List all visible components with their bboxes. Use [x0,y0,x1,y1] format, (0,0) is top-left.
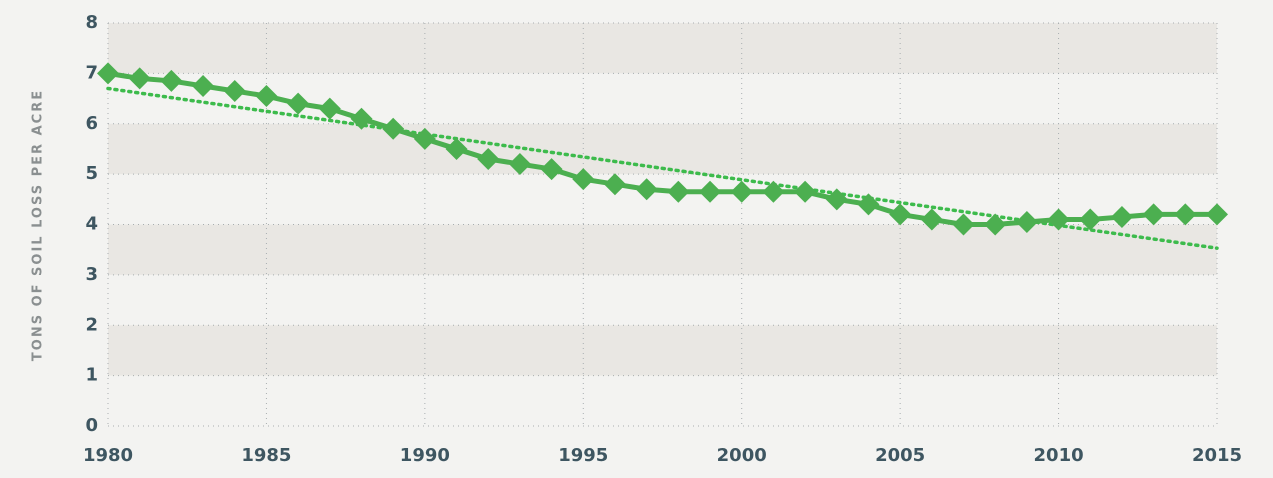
y-tick-label: 6 [85,113,98,134]
marker [857,193,880,216]
marker [223,80,246,103]
y-tick-label: 2 [85,314,98,335]
marker [1142,203,1165,226]
band [108,325,1217,376]
x-tick-label: 2015 [1192,445,1242,466]
y-tick-label: 4 [85,214,98,235]
band [108,224,1217,275]
x-tick-label: 1990 [400,445,450,466]
marker [825,188,848,211]
marker [1015,210,1038,233]
y-tick-label: 0 [85,415,98,436]
marker [128,67,151,90]
marker [572,168,595,191]
x-tick-label: 2000 [717,445,767,466]
x-tick-label: 1985 [241,445,291,466]
marker [255,85,278,108]
marker [667,180,690,203]
marker [1174,203,1197,226]
marker [540,158,563,181]
band [108,123,1217,175]
marker [699,180,722,203]
marker [1047,208,1070,231]
marker [920,208,943,231]
marker [1206,203,1228,226]
y-tick-label: 7 [85,62,98,83]
marker [952,213,975,236]
x-tick-label: 2010 [1034,445,1084,466]
marker [413,127,436,150]
marker [318,97,341,120]
x-tick-label: 1995 [558,445,608,466]
x-tick-label: 2005 [875,445,925,466]
y-tick-label: 5 [85,163,98,184]
y-tick-label: 8 [85,12,98,33]
marker [350,107,373,130]
marker [192,74,215,97]
y-tick-label: 1 [85,365,98,386]
marker [984,213,1007,236]
marker [1079,208,1102,231]
marker [603,173,626,196]
marker [635,178,658,201]
y-tick-label: 3 [85,264,98,285]
marker [477,148,500,171]
marker [382,117,405,140]
marker [160,69,183,92]
marker [889,203,912,226]
marker [1110,205,1133,228]
marker [730,180,753,203]
band [108,23,1217,74]
marker [287,92,310,115]
marker [445,137,468,160]
marker [508,153,531,176]
x-tick-label: 1980 [83,445,133,466]
marker [97,62,119,85]
marker [762,180,785,203]
y-axis-label: TONS OF SOIL LOSS PER ACRE [31,89,46,361]
marker [794,180,817,203]
